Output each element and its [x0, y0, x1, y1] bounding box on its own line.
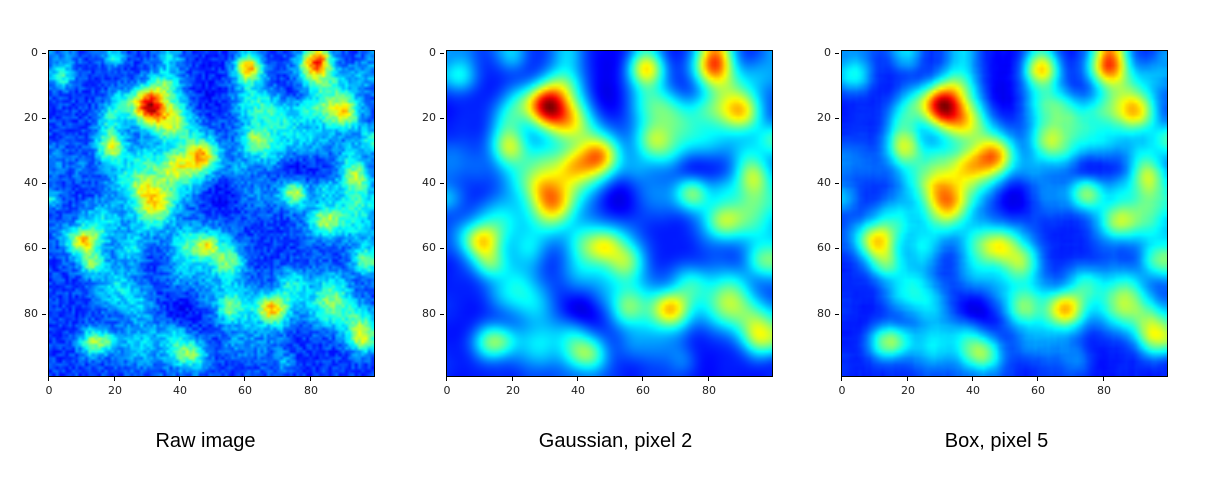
y-tick: 0	[412, 46, 444, 59]
panel-box: 0 20 40 60 80 0 20 40 60 80 Box, pixel 5	[793, 0, 1193, 500]
heatmap-box	[841, 50, 1168, 377]
y-tick: 20	[807, 111, 839, 124]
x-tick: 40	[165, 377, 195, 397]
y-tick: 80	[14, 307, 46, 320]
x-tick: 60	[628, 377, 658, 397]
heatmap-canvas-gaussian	[447, 51, 772, 376]
x-tick: 40	[563, 377, 593, 397]
y-tick: 40	[807, 176, 839, 189]
caption-box: Box, pixel 5	[944, 430, 1049, 452]
panel-gaussian: 0 20 40 60 80 0 20 40 60 80 Gaussian, pi…	[398, 0, 798, 500]
x-tick: 60	[1023, 377, 1053, 397]
y-tick: 20	[412, 111, 444, 124]
y-tick: 40	[14, 176, 46, 189]
panel-raw: 0 20 40 60 80 0 20 40 60 80 Raw image	[0, 0, 400, 500]
y-tick: 60	[412, 241, 444, 254]
x-tick: 0	[827, 377, 857, 397]
x-tick: 0	[432, 377, 462, 397]
y-tick: 80	[807, 307, 839, 320]
y-tick: 0	[807, 46, 839, 59]
caption-gaussian: Gaussian, pixel 2	[538, 430, 693, 452]
y-tick: 60	[807, 241, 839, 254]
heatmap-gaussian	[446, 50, 773, 377]
x-tick: 0	[34, 377, 64, 397]
x-tick: 20	[100, 377, 130, 397]
x-tick: 40	[958, 377, 988, 397]
y-tick: 60	[14, 241, 46, 254]
x-tick: 80	[1089, 377, 1119, 397]
heatmap-raw	[48, 50, 375, 377]
y-tick: 80	[412, 307, 444, 320]
caption-raw: Raw image	[155, 430, 256, 452]
y-tick: 40	[412, 176, 444, 189]
x-tick: 80	[296, 377, 326, 397]
x-tick: 60	[230, 377, 260, 397]
y-tick: 0	[14, 46, 46, 59]
x-tick: 20	[893, 377, 923, 397]
x-tick: 20	[498, 377, 528, 397]
heatmap-canvas-box	[842, 51, 1167, 376]
y-tick: 20	[14, 111, 46, 124]
x-tick: 80	[694, 377, 724, 397]
heatmap-canvas-raw	[49, 51, 374, 376]
